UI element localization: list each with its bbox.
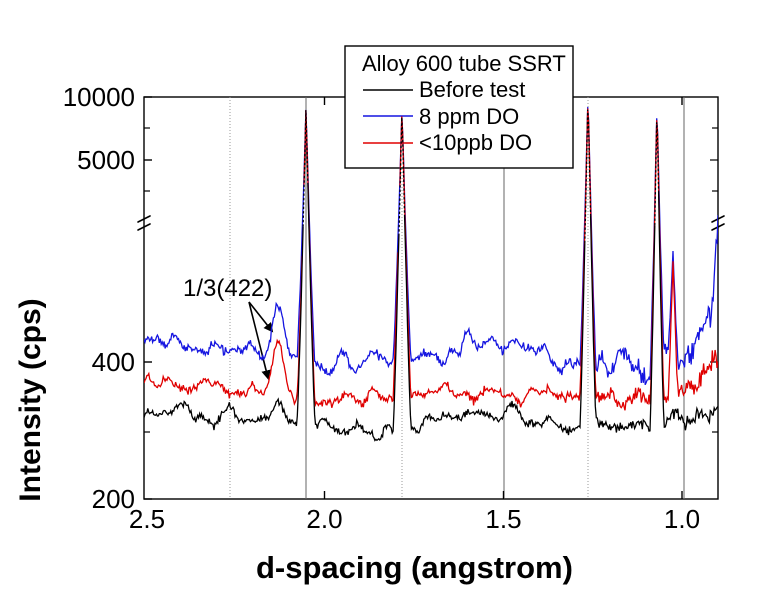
svg-text:400: 400 — [92, 347, 135, 377]
svg-text:1/3(422): 1/3(422) — [183, 275, 272, 302]
svg-text:8 ppm DO: 8 ppm DO — [419, 104, 519, 129]
svg-text:2.5: 2.5 — [129, 504, 165, 534]
svg-text:d-spacing (angstrom): d-spacing (angstrom) — [256, 550, 573, 585]
svg-text:5000: 5000 — [77, 145, 135, 175]
svg-text:Before test: Before test — [419, 77, 525, 102]
svg-text:1.5: 1.5 — [485, 504, 521, 534]
svg-text:<10ppb DO: <10ppb DO — [419, 130, 532, 155]
svg-text:1.0: 1.0 — [664, 504, 700, 534]
svg-text:Alloy 600 tube SSRT: Alloy 600 tube SSRT — [362, 51, 566, 76]
svg-text:10000: 10000 — [63, 82, 135, 112]
svg-text:2.0: 2.0 — [306, 504, 342, 534]
svg-text:Intensity (cps): Intensity (cps) — [14, 298, 47, 501]
